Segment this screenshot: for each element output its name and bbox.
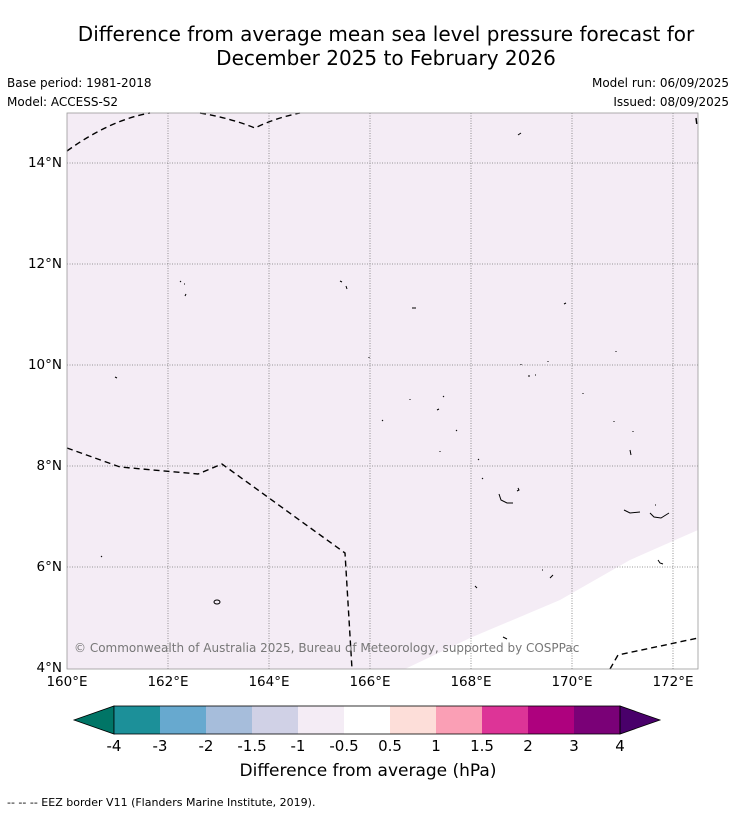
colorbar-label: -2 — [198, 737, 214, 755]
map-field-neutral-region — [405, 530, 698, 669]
colorbar — [72, 705, 662, 735]
map-frame — [66, 112, 699, 670]
colorbar-label: -3 — [152, 737, 168, 755]
lon-label-168e: 168°E — [450, 674, 492, 690]
colorbar-bin-6 — [344, 706, 390, 734]
colorbar-label: 2 — [523, 737, 533, 755]
colorbar-label: -1 — [290, 737, 306, 755]
model-run-text: Model run: 06/09/2025 — [591, 76, 729, 90]
colorbar-label: 1 — [431, 737, 441, 755]
lon-label-172e: 172°E — [652, 674, 694, 690]
colorbar-bin-2 — [160, 706, 206, 734]
colorbar-bin-5 — [298, 706, 344, 734]
colorbar-bin-7 — [390, 706, 436, 734]
map-gridlines — [67, 113, 698, 669]
colorbar-bin-9 — [482, 706, 528, 734]
lat-label-14n: 14°N — [27, 155, 62, 171]
colorbar-outline — [113, 705, 621, 735]
colorbar-bin-8 — [436, 706, 482, 734]
colorbar-label: -0.5 — [329, 737, 359, 755]
colorbar-title: Difference from average (hPa) — [239, 761, 497, 781]
map-field-background — [67, 113, 698, 669]
lat-label-8n: 8°N — [36, 458, 62, 474]
chart-title: Difference from average mean sea level p… — [0, 22, 736, 70]
colorbar-bin-4 — [252, 706, 298, 734]
colorbar-label: 1.5 — [470, 737, 494, 755]
lon-label-162e: 162°E — [147, 674, 189, 690]
lon-label-170e: 170°E — [551, 674, 593, 690]
lat-label-12n: 12°N — [27, 256, 62, 272]
colorbar-label: 3 — [569, 737, 579, 755]
colorbar-bin-11 — [574, 706, 620, 734]
colorbar-bin-1 — [114, 706, 160, 734]
colorbar-label: 4 — [615, 737, 625, 755]
issued-text: Issued: 08/09/2025 — [613, 95, 729, 109]
colorbar-label: -4 — [106, 737, 122, 755]
lon-label-166e: 166°E — [349, 674, 391, 690]
lat-label-6n: 6°N — [36, 559, 62, 575]
base-period-text: Base period: 1981-2018 — [7, 76, 152, 90]
colorbar-label: 0.5 — [378, 737, 402, 755]
lon-label-164e: 164°E — [248, 674, 290, 690]
title-line-2: December 2025 to February 2026 — [216, 46, 556, 70]
colorbar-high-extend — [619, 705, 662, 735]
title-line-1: Difference from average mean sea level p… — [77, 22, 695, 46]
colorbar-bin-3 — [206, 706, 252, 734]
eez-borders — [66, 112, 699, 670]
lat-label-4n: 4°N — [36, 660, 62, 676]
eez-legend-note: -- -- -- EEZ border V11 (Flanders Marine… — [7, 796, 316, 809]
colorbar-bin-10 — [528, 706, 574, 734]
island-coastlines — [100, 132, 670, 640]
meta-left: Base period: 1981-2018 Model: ACCESS-S2 — [7, 74, 152, 112]
colorbar-label: -1.5 — [237, 737, 267, 755]
meta-right: Model run: 06/09/2025 Issued: 08/09/2025 — [592, 74, 729, 112]
model-text: Model: ACCESS-S2 — [7, 95, 119, 109]
lon-label-160e: 160°E — [46, 674, 88, 690]
copyright-text: © Commonwealth of Australia 2025, Bureau… — [74, 641, 580, 655]
lat-label-10n: 10°N — [27, 357, 62, 373]
colorbar-low-extend — [72, 705, 115, 735]
